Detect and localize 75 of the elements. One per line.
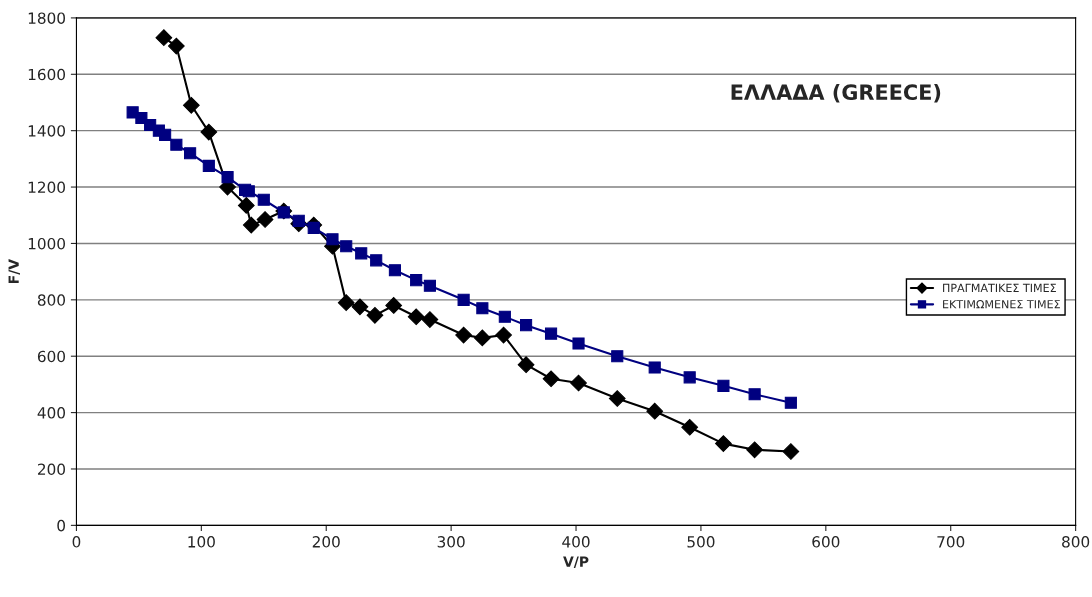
y-tick-label: 200	[37, 463, 66, 475]
y-axis-title: F/V	[8, 259, 20, 284]
y-tick-label: 400	[37, 407, 66, 419]
point	[257, 193, 270, 206]
point	[410, 274, 423, 287]
point	[498, 310, 511, 323]
legend-label: ΠΡΑΓΜΑΤΙΚΕΣ ΤΙΜΕΣ	[943, 283, 1056, 292]
point	[221, 171, 234, 184]
point	[646, 402, 664, 420]
y-tick-label: 1200	[28, 181, 66, 194]
point	[385, 297, 403, 314]
y-tick-label: 0	[57, 519, 66, 532]
point	[611, 350, 624, 363]
point	[340, 240, 353, 253]
point	[355, 247, 368, 260]
point	[182, 96, 200, 114]
point	[544, 327, 558, 340]
point	[572, 337, 585, 350]
y-tick-label: 1600	[28, 68, 66, 81]
point	[495, 326, 512, 344]
point	[681, 418, 699, 436]
point	[423, 279, 436, 292]
x-tick-label: 200	[312, 536, 340, 548]
y-tick-label: 1400	[28, 125, 66, 137]
point	[542, 370, 560, 388]
point	[351, 298, 369, 316]
point	[159, 128, 172, 141]
x-axis-title: V/P	[563, 556, 589, 568]
point	[457, 293, 470, 306]
x-tick-label: 700	[937, 536, 965, 548]
point	[388, 264, 401, 277]
point	[407, 308, 425, 326]
x-tick-label: 400	[562, 536, 590, 548]
point	[366, 306, 384, 324]
point	[202, 159, 215, 172]
x-tick-label: 600	[812, 536, 840, 548]
point	[370, 254, 383, 267]
point	[782, 443, 800, 460]
point	[476, 302, 489, 315]
point	[683, 371, 696, 384]
point	[520, 319, 533, 332]
point	[307, 221, 320, 235]
x-tick-label: 300	[437, 536, 465, 548]
x-tick-label: 800	[1062, 536, 1090, 548]
point	[784, 396, 797, 409]
point	[237, 197, 255, 214]
text: ΕΛΛΑΔΑ (GREECE)	[731, 83, 941, 103]
point	[184, 147, 197, 160]
point	[748, 388, 761, 401]
point	[337, 294, 355, 312]
point	[155, 29, 173, 47]
point	[200, 123, 218, 141]
point	[473, 329, 491, 347]
point	[170, 138, 183, 151]
point	[421, 311, 439, 328]
point	[648, 361, 661, 374]
point	[167, 37, 185, 55]
point	[256, 211, 274, 228]
y-tick-label: 800	[37, 294, 66, 306]
y-tick-label: 1000	[28, 237, 66, 250]
point	[717, 379, 730, 392]
x-tick-label: 500	[687, 536, 715, 548]
y-tick-label: 1800	[28, 12, 66, 24]
point	[608, 390, 626, 407]
point	[455, 326, 472, 344]
x-tick-label: 0	[72, 536, 81, 548]
point	[517, 356, 535, 374]
legend-label: ΕΚΤΙΜΩΜΕΝΕΣ ΤΙΜΕΣ	[943, 300, 1060, 309]
x-tick-label: 100	[188, 536, 215, 548]
point	[570, 374, 587, 392]
point	[242, 216, 260, 234]
point	[746, 441, 764, 459]
y-tick-label: 600	[37, 350, 66, 363]
point	[326, 233, 339, 246]
point	[715, 435, 732, 452]
